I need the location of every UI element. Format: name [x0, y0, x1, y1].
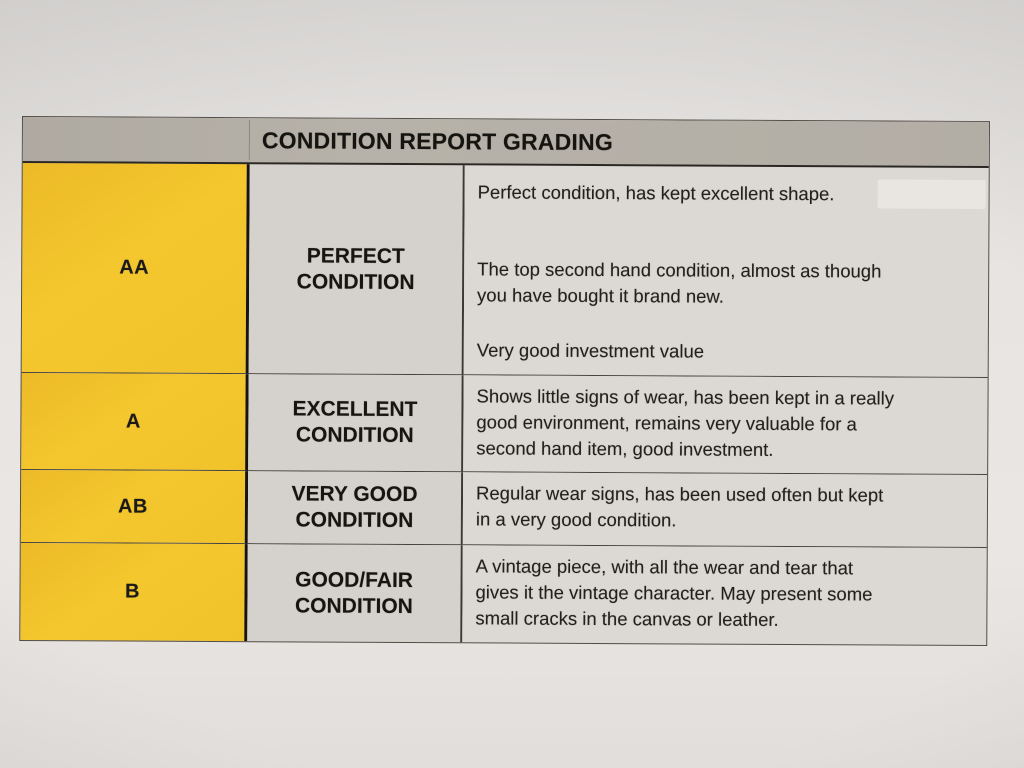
description-a-paragraph: Shows little signs of wear, has been kep…	[476, 385, 895, 460]
description-cell-a: Shows little signs of wear, has been kep…	[463, 375, 988, 476]
grade-code-aa: AA	[119, 256, 150, 279]
table-header-bar: CONDITION REPORT GRADING	[22, 117, 989, 169]
description-aa-paragraph-3: Very good investment value	[476, 339, 705, 362]
grade-cell-aa: AA	[21, 162, 250, 375]
condition-label-b: GOOD/FAIR CONDITION	[247, 544, 463, 643]
header-column-divider	[248, 120, 250, 161]
description-ab-paragraph: Regular wear signs, has been used often …	[475, 482, 884, 531]
description-cell-b: A vintage piece, with all the wear and t…	[462, 545, 987, 646]
condition-label-a: EXCELLENT CONDITION	[248, 374, 464, 473]
photo-whiteout-artifact	[877, 179, 986, 210]
description-cell-ab: Regular wear signs, has been used often …	[462, 472, 988, 549]
grade-code-a: A	[125, 410, 141, 433]
condition-label-aa: PERFECT CONDITION	[248, 164, 465, 376]
condition-grading-table: CONDITION REPORT GRADING AA PERFECT COND…	[19, 115, 990, 647]
table-title: CONDITION REPORT GRADING	[261, 126, 614, 155]
grade-code-b: B	[124, 580, 141, 603]
grade-cell-a: A	[21, 372, 249, 472]
grade-cell-ab: AB	[20, 469, 249, 545]
description-aa-paragraph-2: The top second hand condition, almost as…	[477, 258, 882, 307]
grade-code-ab: AB	[117, 495, 148, 518]
description-b-paragraph: A vintage piece, with all the wear and t…	[475, 555, 873, 630]
condition-label-ab: VERY GOOD CONDITION	[247, 471, 464, 546]
grade-cell-b: B	[20, 542, 248, 642]
